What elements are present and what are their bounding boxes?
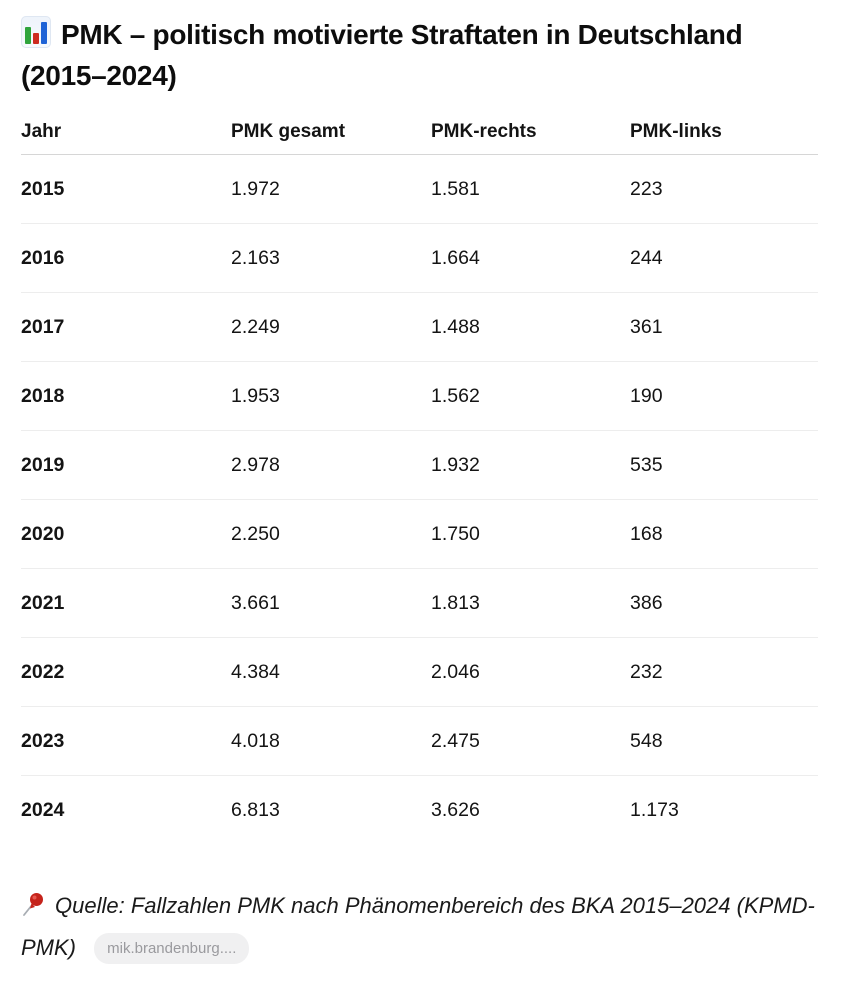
- row-rechts-cell: 3.626: [431, 799, 480, 821]
- table-row: 2023 4.018 2.475 548: [21, 707, 818, 776]
- row-rechts-cell: 1.750: [431, 522, 480, 545]
- source-line: Quelle: Fallzahlen PMK nach Phänomenbere…: [21, 885, 818, 969]
- row-rechts-cell: 1.813: [431, 591, 480, 614]
- row-gesamt-cell: 2.249: [231, 315, 280, 338]
- row-links-cell: 223: [630, 177, 663, 200]
- bar-chart-icon: [21, 16, 51, 48]
- row-gesamt-cell: 4.384: [231, 660, 280, 683]
- row-year-cell: 2016: [21, 246, 65, 269]
- table-row: 2015 1.972 1.581 223: [21, 155, 818, 224]
- row-rechts-cell: 2.046: [431, 660, 480, 683]
- row-links-cell: 535: [630, 453, 663, 476]
- row-links-cell: 1.173: [630, 799, 679, 821]
- row-year-cell: 2024: [21, 799, 65, 821]
- row-rechts-cell: 1.664: [431, 246, 480, 269]
- row-links-cell: 386: [630, 591, 663, 614]
- column-header-jahr: Jahr: [21, 120, 62, 142]
- row-rechts-cell: 1.581: [431, 177, 480, 200]
- page-title: PMK – politisch motivierte Straftaten in…: [21, 14, 818, 96]
- row-gesamt-cell: 2.978: [231, 453, 280, 476]
- column-header-rechts: PMK-rechts: [431, 120, 537, 142]
- row-links-cell: 190: [630, 384, 663, 407]
- table-row: 2016 2.163 1.664 244: [21, 224, 818, 293]
- row-links-cell: 168: [630, 522, 663, 545]
- row-year-cell: 2015: [21, 177, 65, 200]
- table-row: 2018 1.953 1.562 190: [21, 362, 818, 431]
- source-text: Quelle: Fallzahlen PMK nach Phänomenbere…: [21, 893, 815, 960]
- source-badge[interactable]: mik.brandenburg....: [94, 933, 250, 964]
- pmk-table: Jahr PMK gesamt PMK-rechts PMK-links 201…: [21, 109, 818, 845]
- row-gesamt-cell: 6.813: [231, 799, 280, 821]
- page-title-text: PMK – politisch motivierte Straftaten in…: [21, 19, 743, 91]
- table-row: 2021 3.661 1.813 386: [21, 569, 818, 638]
- column-header-links: PMK-links: [630, 120, 722, 142]
- pushpin-icon: [23, 893, 43, 916]
- row-year-cell: 2023: [21, 729, 65, 752]
- row-rechts-cell: 1.562: [431, 384, 480, 407]
- row-rechts-cell: 2.475: [431, 729, 480, 752]
- row-links-cell: 232: [630, 660, 663, 683]
- row-links-cell: 244: [630, 246, 663, 269]
- row-links-cell: 548: [630, 729, 663, 752]
- row-links-cell: 361: [630, 315, 663, 338]
- row-year-cell: 2020: [21, 522, 65, 545]
- row-year-cell: 2019: [21, 453, 65, 476]
- row-year-cell: 2021: [21, 591, 65, 614]
- row-gesamt-cell: 1.972: [231, 177, 280, 200]
- table-row: 2024 6.813 3.626 1.173: [21, 776, 818, 845]
- table-body: 2015 1.972 1.581 223 2016 2.163 1.664 24…: [21, 155, 818, 845]
- table-row: 2020 2.250 1.750 168: [21, 500, 818, 569]
- column-header-gesamt: PMK gesamt: [231, 120, 346, 142]
- row-year-cell: 2022: [21, 660, 65, 683]
- table-row: 2022 4.384 2.046 232: [21, 638, 818, 707]
- row-rechts-cell: 1.932: [431, 453, 480, 476]
- row-year-cell: 2018: [21, 384, 65, 407]
- table-row: 2017 2.249 1.488 361: [21, 293, 818, 362]
- page: PMK – politisch motivierte Straftaten in…: [21, 14, 818, 969]
- row-gesamt-cell: 2.250: [231, 522, 280, 545]
- row-gesamt-cell: 3.661: [231, 591, 280, 614]
- row-gesamt-cell: 2.163: [231, 246, 280, 269]
- row-rechts-cell: 1.488: [431, 315, 480, 338]
- table-row: 2019 2.978 1.932 535: [21, 431, 818, 500]
- row-gesamt-cell: 1.953: [231, 384, 280, 407]
- row-gesamt-cell: 4.018: [231, 729, 280, 752]
- table-header-row: Jahr PMK gesamt PMK-rechts PMK-links: [21, 109, 818, 155]
- row-year-cell: 2017: [21, 315, 65, 338]
